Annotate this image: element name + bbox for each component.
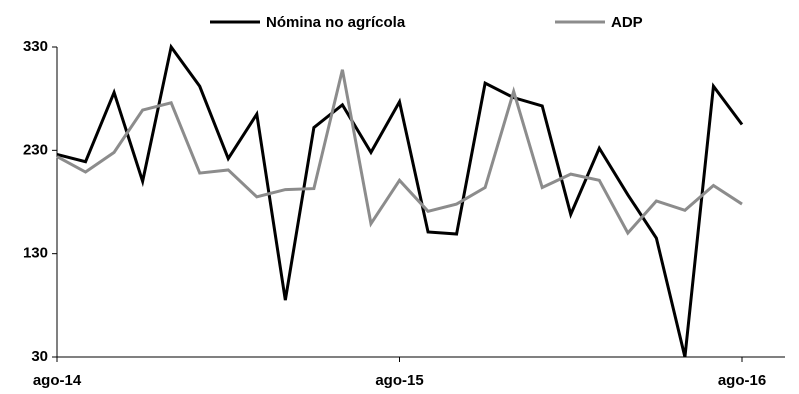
series-line [56, 69, 743, 236]
y-tick-label: 330 [23, 38, 48, 55]
series-line [56, 43, 744, 358]
legend-label: Nómina no agrícola [266, 14, 406, 31]
y-tick-label: 230 [23, 141, 48, 158]
x-tick-label: ago-16 [718, 372, 766, 389]
legend-label: ADP [611, 14, 643, 31]
x-tick-label: ago-14 [33, 372, 82, 389]
y-tick-label: 30 [31, 348, 48, 365]
x-tick-label: ago-15 [375, 372, 423, 389]
y-tick-label: 130 [23, 245, 48, 262]
